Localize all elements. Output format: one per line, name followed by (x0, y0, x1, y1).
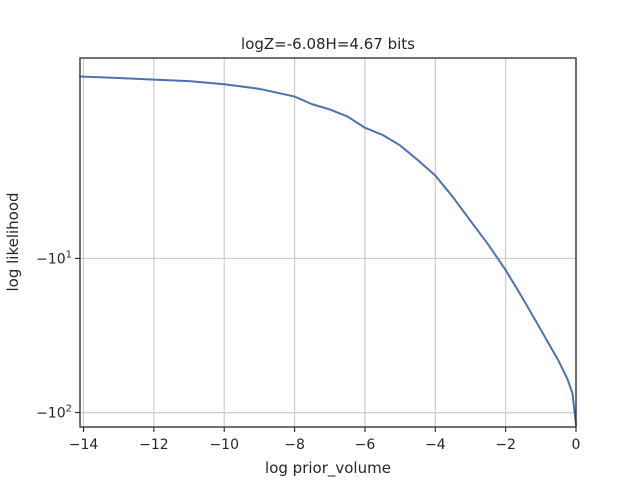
plot-layer (79, 75, 577, 426)
plot-frame (79, 57, 577, 428)
y-tick-label-0: −101 (36, 249, 72, 267)
x-tick-label-1: −12 (139, 437, 169, 453)
y-tick-label-1: −102 (36, 404, 72, 422)
x-tick-label-2: −10 (209, 437, 239, 453)
x-tick-label-6: −2 (495, 437, 516, 453)
x-tick-label-7: 0 (572, 437, 581, 453)
tick-layer: −14 −12 −10 −8 −6 −4 −2 0 −101 −102 (36, 249, 580, 453)
grid-layer (80, 58, 577, 427)
x-tick-label-4: −6 (355, 437, 376, 453)
x-tick-label-5: −4 (425, 437, 446, 453)
x-axis-label: log prior_volume (265, 459, 391, 478)
x-tick-label-3: −8 (284, 437, 305, 453)
x-tick-label-0: −14 (69, 437, 99, 453)
chart-title: logZ=-6.08H=4.67 bits (241, 35, 415, 53)
y-axis-label: log likelihood (4, 192, 22, 291)
series-line-0 (79, 75, 577, 426)
